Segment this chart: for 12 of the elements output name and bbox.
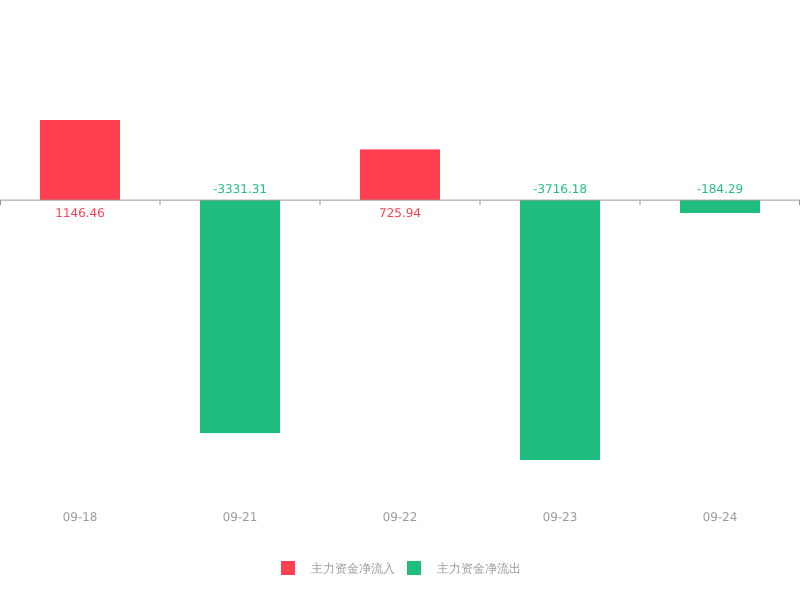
x-tick-label: 09-23 (542, 510, 578, 524)
data-label: -184.29 (696, 182, 744, 196)
data-label: -3716.18 (533, 182, 587, 196)
data-label: 725.94 (379, 206, 421, 220)
legend-label: 主力资金净流出 (437, 562, 521, 576)
x-tick-label: 09-21 (222, 510, 258, 524)
x-tick-label: 09-18 (62, 510, 98, 524)
x-tick-label: 09-24 (702, 510, 738, 524)
x-tick-label: 09-22 (382, 510, 418, 524)
data-label: -3331.31 (213, 182, 267, 196)
legend-label: 主力资金净流入 (311, 562, 395, 576)
data-label: 1146.46 (55, 206, 105, 220)
